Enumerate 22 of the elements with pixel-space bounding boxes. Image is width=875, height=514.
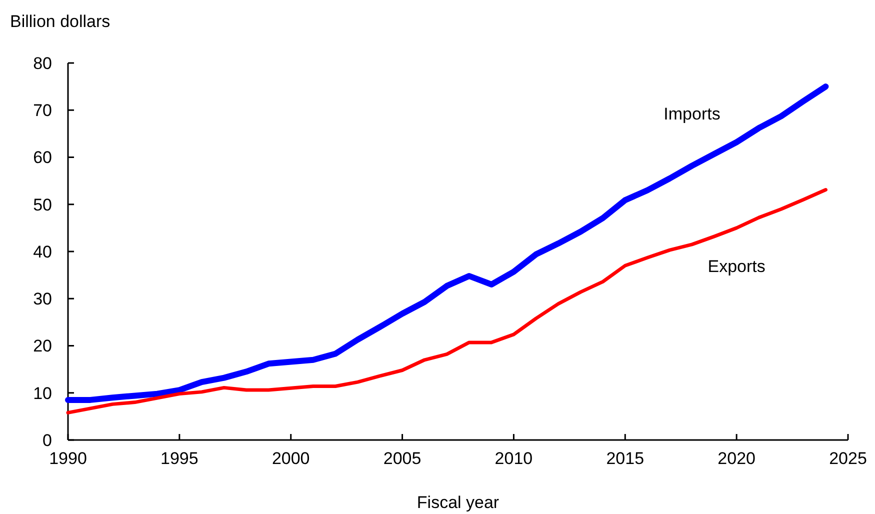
x-tick-label: 2025 [829, 449, 867, 468]
y-tick-label: 30 [33, 290, 52, 309]
x-tick-label: 2000 [272, 449, 310, 468]
y-tick-label: 0 [42, 430, 52, 450]
y-tick-label: 10 [33, 384, 52, 403]
x-tick-label: 1995 [160, 449, 198, 468]
series-label: Imports [664, 104, 720, 124]
line-series [66, 188, 828, 414]
x-tick-label: 2020 [718, 449, 756, 468]
x-axis-title: Fiscal year [416, 493, 500, 512]
x-tick-label: 2005 [383, 449, 422, 468]
y-tick-label: 40 [33, 242, 52, 262]
x-tick-label: 2010 [494, 449, 533, 468]
y-tick-label: 60 [33, 148, 52, 168]
y-tick-label: 70 [33, 101, 52, 120]
y-tick-label: 80 [33, 54, 52, 73]
x-tick-label: 2015 [606, 449, 644, 468]
series-label: Exports [708, 256, 766, 276]
y-tick-label: 20 [33, 336, 52, 356]
y-tick-label: 50 [33, 195, 52, 214]
x-tick-label: 1990 [49, 449, 87, 468]
y-axis-title: Billion dollars [10, 12, 110, 31]
